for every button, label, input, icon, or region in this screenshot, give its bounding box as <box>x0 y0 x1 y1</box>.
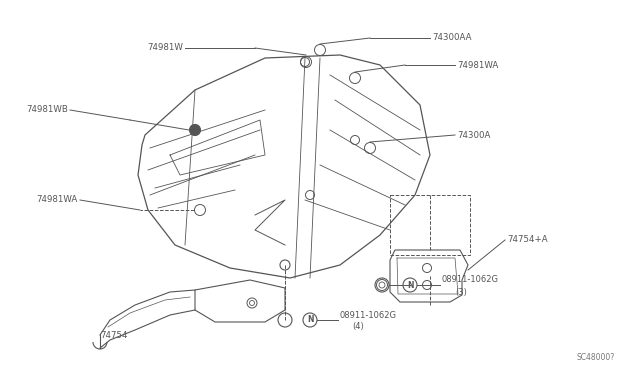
Text: 74300A: 74300A <box>457 131 490 140</box>
Text: (4): (4) <box>352 323 364 331</box>
Text: (3): (3) <box>455 288 467 296</box>
Text: 74300AA: 74300AA <box>432 33 472 42</box>
Text: 74981WB: 74981WB <box>26 106 68 115</box>
Text: N: N <box>307 315 313 324</box>
Text: 74981WA: 74981WA <box>36 196 78 205</box>
Text: 74981WA: 74981WA <box>457 61 499 70</box>
Text: N: N <box>407 280 413 289</box>
Text: 74981W: 74981W <box>147 44 183 52</box>
Text: 74754+A: 74754+A <box>507 235 548 244</box>
Text: 08911-1062G: 08911-1062G <box>442 276 499 285</box>
Circle shape <box>189 125 200 135</box>
Text: 74754: 74754 <box>100 330 127 340</box>
Text: SC48000?: SC48000? <box>577 353 615 362</box>
Text: 08911-1062G: 08911-1062G <box>340 311 397 320</box>
